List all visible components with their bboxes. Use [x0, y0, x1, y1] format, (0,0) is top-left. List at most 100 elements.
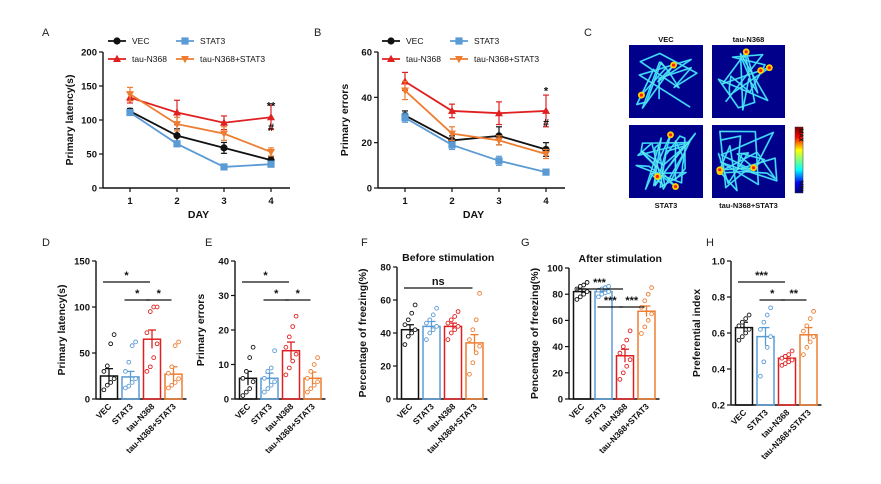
- colorbar-min-label: MIN: [797, 181, 803, 192]
- significance-mark: ns: [432, 276, 445, 288]
- individual-point: [123, 385, 128, 391]
- individual-point: [265, 386, 271, 391]
- legend-label: tau-N368+STAT3: [474, 54, 539, 64]
- legend-label: VEC: [406, 36, 423, 46]
- data-point: [267, 160, 275, 168]
- y-tick-label: 150: [81, 82, 97, 93]
- y-tick-label: 100: [81, 116, 97, 127]
- significance-mark: ***: [593, 277, 607, 289]
- individual-point: [758, 327, 763, 332]
- track-map-label: VEC: [658, 35, 674, 44]
- data-point: [448, 106, 456, 114]
- individual-point: [265, 369, 271, 374]
- individual-point: [789, 357, 795, 363]
- individual-point: [262, 389, 267, 395]
- individual-point: [129, 343, 135, 348]
- y-tick-label: 0: [367, 184, 372, 195]
- individual-point: [268, 365, 274, 371]
- track-map-label: tau-N368: [733, 35, 765, 44]
- individual-point: [101, 369, 107, 374]
- individual-point: [746, 312, 752, 318]
- individual-point: [739, 334, 745, 339]
- individual-point: [147, 309, 153, 314]
- y-tick-label: 80: [552, 290, 563, 301]
- y-tick-label: 150: [74, 257, 90, 268]
- data-point: [401, 87, 409, 95]
- track-map: [629, 45, 703, 118]
- individual-point: [147, 364, 153, 370]
- heat-spot-core: [668, 133, 673, 137]
- data-point: [542, 106, 550, 114]
- individual-point: [290, 324, 296, 329]
- individual-point: [807, 339, 813, 345]
- individual-point: [581, 282, 587, 288]
- significance-mark: *: [263, 270, 268, 282]
- individual-point: [247, 386, 253, 391]
- individual-point: [283, 344, 289, 350]
- individual-point: [642, 324, 648, 330]
- significance-mark: *: [296, 288, 301, 300]
- y-axis-label: Pencentage of freezing(%): [529, 268, 541, 399]
- individual-point: [283, 372, 289, 378]
- individual-point: [606, 289, 611, 294]
- track-map-label: tau-N368+STAT3: [719, 201, 778, 210]
- track-path-highlight: [718, 131, 778, 192]
- panel-label: E: [205, 237, 212, 249]
- individual-point: [789, 348, 795, 354]
- individual-point: [315, 355, 320, 360]
- individual-point: [768, 334, 773, 339]
- track-map: [712, 45, 785, 118]
- individual-point: [761, 319, 767, 325]
- individual-point: [445, 320, 451, 326]
- individual-point: [470, 360, 476, 366]
- data-point: [448, 141, 456, 149]
- individual-point: [455, 309, 461, 314]
- individual-point: [639, 331, 644, 336]
- y-tick-label: 0: [558, 395, 563, 406]
- individual-point: [804, 323, 810, 329]
- x-tick-label: 1: [402, 196, 408, 207]
- individual-point: [405, 317, 411, 323]
- legend-label: tau-N368+STAT3: [200, 54, 265, 64]
- data-point: [173, 132, 181, 140]
- individual-point: [169, 382, 175, 388]
- individual-point: [649, 285, 654, 290]
- y-tick-label: 200: [81, 48, 97, 59]
- individual-point: [144, 369, 150, 374]
- y-tick-label: 50: [86, 150, 97, 161]
- x-tick-label: 4: [268, 196, 274, 207]
- individual-point: [311, 362, 317, 367]
- individual-point: [452, 314, 458, 319]
- bar: [594, 290, 613, 400]
- track-path-highlight: [636, 53, 698, 109]
- individual-point: [434, 324, 439, 329]
- bar-chart-F: [393, 266, 488, 400]
- x-tick-label: 2: [174, 196, 179, 207]
- significance-mark: *: [544, 86, 549, 98]
- individual-point: [151, 355, 157, 360]
- individual-point: [412, 302, 418, 308]
- individual-point: [746, 327, 752, 332]
- individual-point: [272, 348, 277, 354]
- legend-label: tau-N368: [406, 54, 441, 64]
- heat-spot-core: [759, 68, 763, 73]
- legend-label: STAT3: [474, 36, 499, 46]
- x-axis-label: DAY: [188, 209, 209, 221]
- x-tick-label: 3: [496, 196, 501, 207]
- chart-title: Before stimulation: [402, 252, 494, 264]
- heat-spot-core: [718, 168, 722, 172]
- individual-point: [166, 385, 171, 391]
- individual-point: [645, 318, 651, 323]
- y-tick-label: 60: [380, 296, 391, 307]
- heat-spot-core: [639, 93, 644, 97]
- data-point: [542, 151, 550, 159]
- individual-point: [126, 359, 132, 365]
- track-path-highlight: [717, 51, 770, 110]
- individual-point: [477, 343, 482, 349]
- y-tick-label: 0: [224, 395, 229, 406]
- panel-label: G: [521, 237, 530, 249]
- individual-point: [620, 370, 626, 376]
- individual-point: [627, 357, 633, 363]
- bar-chart-E: [231, 260, 326, 400]
- individual-point: [176, 376, 181, 382]
